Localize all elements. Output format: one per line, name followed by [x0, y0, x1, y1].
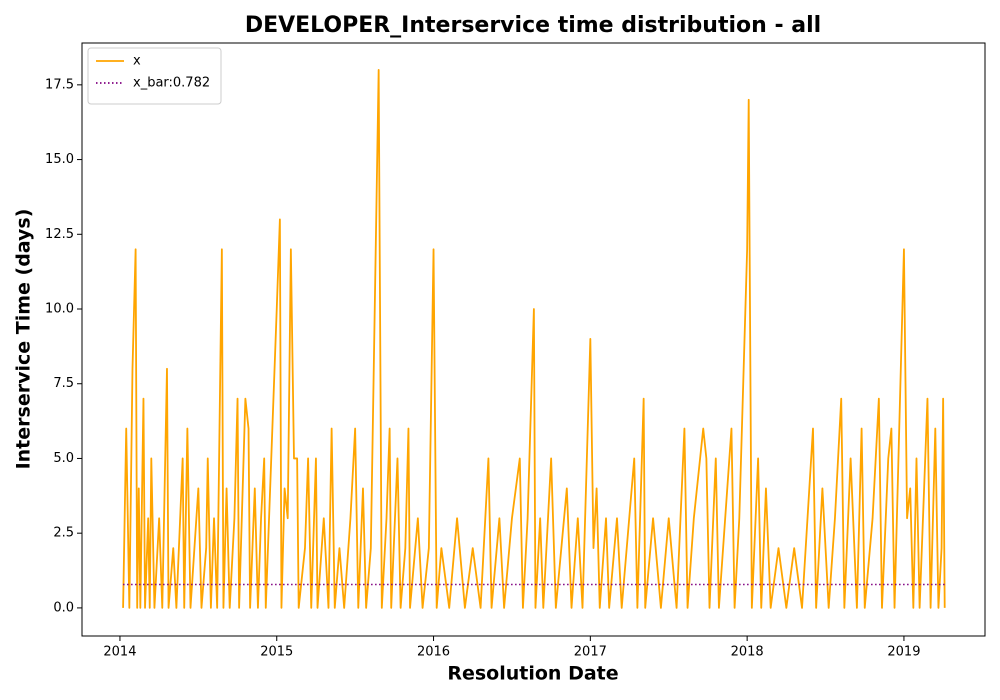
y-tick-label: 15.0	[45, 152, 74, 167]
y-tick-label: 0.0	[53, 600, 74, 615]
y-tick-label: 2.5	[53, 526, 74, 541]
legend: x x_bar:0.782	[87, 47, 222, 105]
chart-title: DEVELOPER_Interservice time distribution…	[245, 13, 821, 38]
y-tick-label: 12.5	[45, 227, 74, 242]
legend-label: x_bar:0.782	[133, 76, 210, 91]
y-tick-label: 17.5	[45, 77, 74, 92]
legend-label: x	[133, 54, 141, 69]
y-tick-label: 10.0	[45, 302, 74, 317]
x-axis-label: Resolution Date	[447, 663, 618, 685]
x-tick-label: 2015	[260, 645, 293, 660]
legend-box	[87, 47, 222, 105]
x-tick-label: 2018	[731, 645, 764, 660]
plot-frame	[81, 42, 986, 637]
x-tick-label: 2014	[103, 645, 136, 660]
x-tick-label: 2017	[574, 645, 607, 660]
x-tick-label: 2019	[887, 645, 920, 660]
x-tick-label: 2016	[417, 645, 450, 660]
y-tick-label: 5.0	[53, 451, 74, 466]
y-axis-label: Interservice Time (days)	[13, 209, 35, 470]
y-tick-label: 7.5	[53, 376, 74, 391]
series-line	[122, 69, 946, 609]
